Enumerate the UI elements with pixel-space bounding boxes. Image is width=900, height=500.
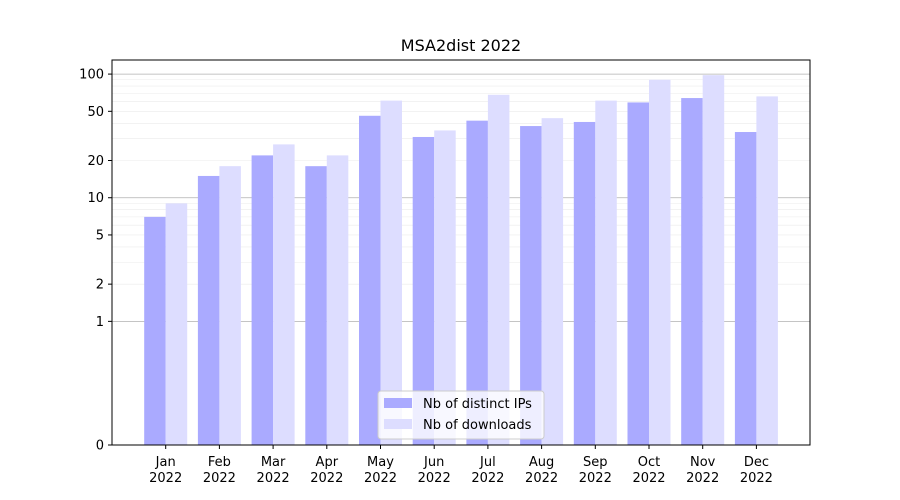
legend-swatch: [384, 398, 412, 408]
bar-downloads: [219, 166, 241, 445]
bar-distinct-ips: [359, 115, 381, 446]
x-tick-label: Feb 2022: [203, 455, 236, 486]
legend-label: Nb of downloads: [423, 418, 532, 433]
x-tick-label: Dec 2022: [740, 455, 773, 486]
x-tick-label: Apr 2022: [310, 455, 343, 486]
y-tick-label: 5: [96, 228, 104, 243]
legend-box: [377, 390, 545, 440]
bar-distinct-ips: [520, 126, 542, 445]
x-tick-label: May 2022: [364, 455, 397, 486]
bar-downloads: [380, 100, 402, 445]
bar-distinct-ips: [627, 102, 649, 445]
bar-downloads: [649, 79, 671, 446]
bar-downloads: [595, 100, 617, 445]
x-tick-label: Aug 2022: [525, 455, 558, 486]
legend-swatch: [384, 419, 412, 429]
bar-downloads: [702, 75, 725, 445]
x-tick-label: Jun 2022: [418, 455, 451, 486]
y-tick-label: 20: [87, 154, 104, 169]
bar-downloads: [434, 130, 456, 445]
y-tick-label: 100: [79, 68, 104, 83]
bar-downloads: [273, 144, 295, 445]
x-tick-label: Jan 2022: [149, 455, 182, 486]
legend-label: Nb of distinct IPs: [423, 397, 532, 412]
x-tick-label: Mar 2022: [257, 455, 290, 486]
y-tick-label: 2: [96, 278, 104, 293]
y-tick-label: 50: [87, 105, 104, 120]
bar-downloads: [165, 203, 188, 445]
bar-distinct-ips: [573, 121, 596, 445]
bar-downloads: [541, 118, 564, 446]
bar-downloads: [326, 155, 349, 445]
y-tick-label: 0: [96, 439, 104, 454]
bar-downloads: [487, 94, 510, 445]
bar-distinct-ips: [144, 216, 166, 445]
x-tick-label: Jul 2022: [471, 455, 504, 486]
bar-distinct-ips: [466, 120, 488, 446]
bar-downloads: [756, 96, 778, 445]
y-tick-label: 10: [87, 191, 104, 206]
bar-distinct-ips: [197, 175, 220, 445]
bar-distinct-ips: [305, 166, 327, 445]
bar-distinct-ips: [681, 98, 703, 445]
x-tick-label: Nov 2022: [686, 455, 719, 486]
bar-distinct-ips: [734, 132, 757, 446]
x-axis: Jan 2022 Feb 2022 Mar 2022 Apr 2022 May 2022 Jun 20…: [149, 445, 773, 486]
x-tick-label: Oct 2022: [632, 455, 665, 486]
legend: Nb of distinct IPs Nb of downloads: [377, 390, 545, 440]
x-tick-label: Sep 2022: [579, 455, 612, 486]
y-tick-label: 1: [96, 315, 104, 330]
chart-title: MSA2dist 2022: [401, 36, 521, 55]
y-axis: 0 1 2 5 10 20 50 100: [79, 68, 112, 454]
bar-distinct-ips: [251, 155, 274, 445]
plot-frame: [111, 59, 811, 446]
bar-distinct-ips: [412, 136, 435, 445]
bars: [144, 75, 778, 446]
